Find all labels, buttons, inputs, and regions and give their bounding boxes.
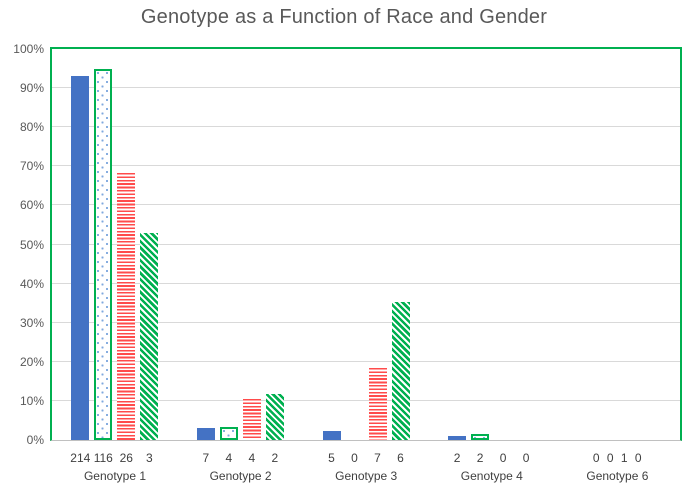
bar-count-label: 214 xyxy=(70,451,91,465)
category-label: Genotype 4 xyxy=(460,469,523,483)
bar-count-label: 7 xyxy=(374,451,381,465)
bar-blue-dotted xyxy=(94,68,113,440)
gridline xyxy=(52,204,680,206)
bar-count-label: 1 xyxy=(620,451,628,465)
bar-red-striped xyxy=(242,398,261,440)
chart-title: Genotype as a Function of Race and Gende… xyxy=(140,6,548,28)
bar-count-label: 5 xyxy=(328,451,335,465)
bar-blue-dotted xyxy=(219,427,238,440)
bar-count-label: 0 xyxy=(606,451,614,465)
gridline xyxy=(52,282,680,284)
gridline xyxy=(52,321,680,323)
bar-count-label: 3 xyxy=(145,451,153,465)
bar-solid-blue xyxy=(71,76,90,440)
y-axis-tick-label: 60% xyxy=(19,198,44,213)
bar-red-striped xyxy=(117,172,136,440)
bar-count-label: 26 xyxy=(119,451,133,465)
bar-count-label: 6 xyxy=(397,451,404,465)
y-axis-tick-label: 40% xyxy=(19,276,44,291)
plot-area xyxy=(50,47,682,441)
y-axis-tick-label: 20% xyxy=(19,354,44,369)
bar-count-label: 0 xyxy=(592,451,600,465)
y-axis-tick-label: 10% xyxy=(19,393,44,408)
bar-green-hatched xyxy=(265,393,284,440)
gridline xyxy=(52,399,680,401)
y-axis-tick-label: 100% xyxy=(13,42,44,56)
bar-solid-blue xyxy=(448,436,467,440)
bar-solid-blue xyxy=(322,431,341,440)
bar-count-label: 0 xyxy=(522,451,530,465)
bar-count-label: 2 xyxy=(453,451,461,465)
bar-count-label: 4 xyxy=(225,451,233,465)
bar-count-label: 4 xyxy=(248,451,256,465)
category-label: Genotype 6 xyxy=(586,469,649,483)
bar-count-label: 7 xyxy=(202,451,210,465)
category-label: Genotype 3 xyxy=(335,469,398,483)
gridline xyxy=(52,87,680,89)
gridline xyxy=(52,126,680,128)
bar-count-label: 0 xyxy=(499,451,507,465)
y-axis-tick-label: 80% xyxy=(19,120,44,135)
y-axis-tick-label: 70% xyxy=(19,159,44,174)
bar-green-hatched xyxy=(140,232,159,440)
y-axis-tick-label: 50% xyxy=(19,237,44,252)
bar-red-striped xyxy=(368,368,387,440)
gridline xyxy=(52,165,680,167)
y-axis-tick-label: 90% xyxy=(19,81,44,96)
gridline xyxy=(52,360,680,362)
bar-blue-dotted xyxy=(471,433,490,440)
bar-count-label: 0 xyxy=(351,451,358,465)
y-axis-tick-label: 30% xyxy=(19,315,44,330)
bar-solid-blue xyxy=(196,427,215,440)
bar-count-label: 0 xyxy=(634,451,642,465)
bar-count-label: 116 xyxy=(93,451,113,465)
gridline xyxy=(52,243,680,245)
bar-green-hatched xyxy=(391,301,410,440)
category-label: Genotype 1 xyxy=(83,469,147,483)
category-label: Genotype 2 xyxy=(209,469,272,483)
bar-count-label: 2 xyxy=(476,451,484,465)
bar-count-label: 2 xyxy=(271,451,279,465)
y-axis-tick-label: 0% xyxy=(26,433,44,447)
